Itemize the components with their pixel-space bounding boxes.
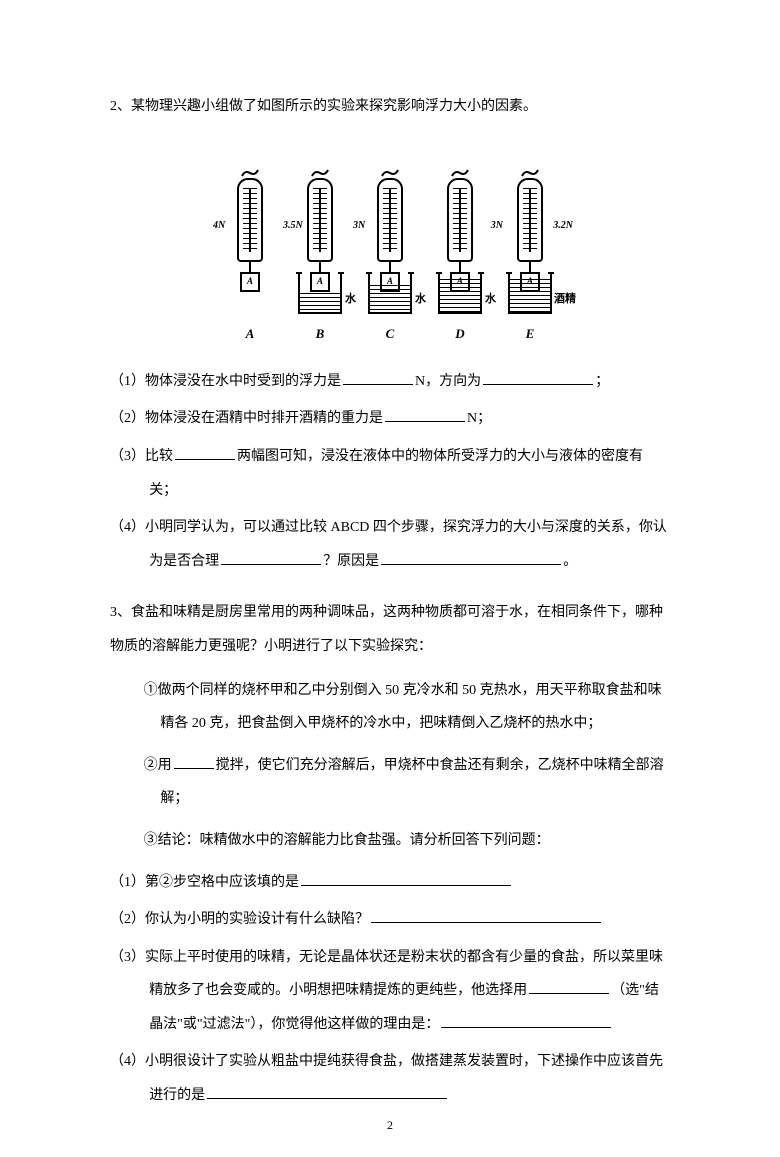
q3-sub1: （1）第②步空格中应该填的是 xyxy=(149,866,670,900)
q2-s4-c: 。 xyxy=(563,554,577,569)
blank xyxy=(207,1084,447,1099)
spring-scale: 4NA xyxy=(220,168,280,314)
q2-sub3: （3）比较两幅图可知，浸没在液体中的物体所受浮力的大小与液体的密度有关； xyxy=(149,440,670,507)
figure-caption: A xyxy=(220,318,280,349)
liquid-label: 水 xyxy=(345,286,356,312)
liquid-label: 水 xyxy=(485,286,496,312)
q2-s1-b: N，方向为 xyxy=(415,374,481,389)
blank xyxy=(371,908,601,923)
blank xyxy=(301,871,511,886)
blank xyxy=(343,370,413,385)
blank xyxy=(175,445,235,460)
beaker: 水 xyxy=(368,272,412,314)
q3-sub3: （3）实际上平时使用的味精，无论是晶体状还是粉末状的都含有少量的食盐，所以菜里味… xyxy=(149,941,670,1042)
q3-s1: （1）第②步空格中应该填的是 xyxy=(110,875,299,890)
figure-caption: D xyxy=(430,318,490,349)
q2-s1-a: （1）物体浸没在水中时受到的浮力是 xyxy=(110,374,341,389)
q2-s2-b: N； xyxy=(467,411,491,426)
q3-step2-b: 搅拌，使它们充分溶解后，甲烧杯中食盐还有剩余，乙烧杯中味精全部溶解； xyxy=(160,758,663,807)
q3-step1: ①做两个同样的烧杯甲和乙中分别倒入 50 克冷水和 50 克热水，用天平称取食盐… xyxy=(160,674,670,741)
figure-caption: B xyxy=(290,318,350,349)
q2-sub2: （2）物体浸没在酒精中时排开酒精的重力是N； xyxy=(149,402,670,436)
scale-reading: 4N xyxy=(213,214,225,238)
figure-caption: C xyxy=(360,318,420,349)
q2-s4-b: ？原因是 xyxy=(323,554,379,569)
blank xyxy=(381,550,561,565)
q2-sub4: （4）小明同学认为，可以通过比较 ABCD 四个步骤，探究浮力的大小与深度的关系… xyxy=(149,511,670,578)
liquid-label: 酒精 xyxy=(554,286,576,312)
q3-step2: ②用搅拌，使它们充分溶解后，甲烧杯中食盐还有剩余，乙烧杯中味精全部溶解； xyxy=(160,749,670,816)
q2-s2-a: （2）物体浸没在酒精中时排开酒精的重力是 xyxy=(110,411,383,426)
blank xyxy=(483,370,593,385)
q3-intro: 3、食盐和味精是厨房里常用的两种调味品，这两种物质都可溶于水，在相同条件下，哪种… xyxy=(110,596,670,663)
q2-intro: 2、某物理兴趣小组做了如图所示的实验来探究影响浮力大小的因素。 xyxy=(110,90,670,124)
q2-figure: 4NA3.5NA水3NA水3NA水3.2NA酒精 ABCDE xyxy=(220,134,560,349)
blank xyxy=(385,407,465,422)
q3-step3: ③结论：味精做水中的溶解能力比食盐强。请分析回答下列问题： xyxy=(160,824,670,858)
scale-reading: 3.5N xyxy=(283,214,303,238)
q2-sub1: （1）物体浸没在水中时受到的浮力是N，方向为； xyxy=(149,365,670,399)
block-label: A xyxy=(240,272,260,292)
scale-reading: 3.2N xyxy=(553,214,573,238)
spring-scale: 3.5NA水 xyxy=(290,168,350,314)
spring-scale: 3NA水 xyxy=(430,168,490,314)
blank xyxy=(174,754,214,769)
spring-scale: 3NA水 xyxy=(360,168,420,314)
scale-reading: 3N xyxy=(491,214,503,238)
q3-s2: （2）你认为小明的实验设计有什么缺陷？ xyxy=(110,912,369,927)
q2-s3-a: （3）比较 xyxy=(110,449,173,464)
beaker: 水 xyxy=(298,272,342,314)
figure-caption: E xyxy=(500,318,560,349)
beaker: 酒精 xyxy=(508,272,552,314)
liquid-label: 水 xyxy=(415,286,426,312)
blank xyxy=(221,550,321,565)
blank xyxy=(441,1013,611,1028)
blank xyxy=(529,979,609,994)
q3-step2-a: ②用 xyxy=(144,758,172,773)
q2-s1-c: ； xyxy=(595,374,609,389)
page-number: 2 xyxy=(0,1118,780,1133)
beaker: 水 xyxy=(438,272,482,314)
q3-sub2: （2）你认为小明的实验设计有什么缺陷？ xyxy=(149,903,670,937)
spring-scale: 3.2NA酒精 xyxy=(500,168,560,314)
scale-reading: 3N xyxy=(353,214,365,238)
